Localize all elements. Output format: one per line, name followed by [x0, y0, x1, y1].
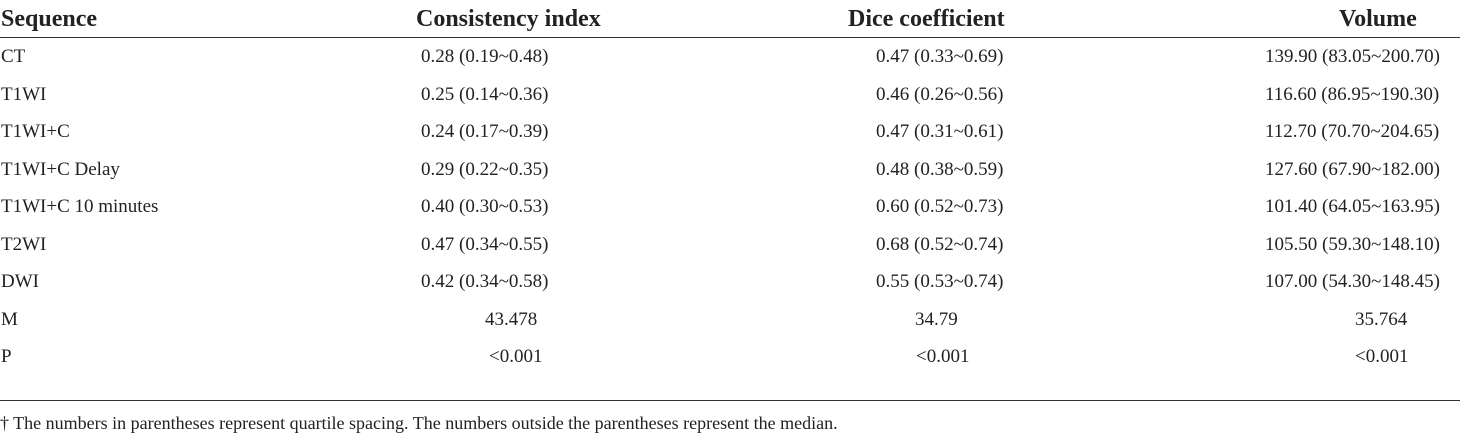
cell-sequence: T1WI+C Delay [1, 158, 120, 180]
table-row-p-value: P <0.001 <0.001 <0.001 [0, 338, 1460, 376]
cell-volume: 101.40 (64.05~163.95) [1265, 196, 1440, 218]
header-sequence: Sequence [0, 0, 300, 38]
cell-consistency: 0.40 (0.30~0.53) [421, 196, 549, 218]
cell-volume: 112.70 (70.70~204.65) [1265, 121, 1440, 143]
cell-dice: 0.48 (0.38~0.59) [876, 158, 1004, 180]
cell-volume: 105.50 (59.30~148.10) [1265, 233, 1440, 255]
cell-volume: 127.60 (67.90~182.00) [1265, 158, 1440, 180]
cell-dice: 0.68 (0.52~0.74) [876, 233, 1004, 255]
cell-dice: 0.55 (0.53~0.74) [876, 271, 1004, 293]
header-consistency-index: Consistency index [300, 0, 700, 38]
cell-dice: 0.46 (0.26~0.56) [876, 83, 1004, 105]
table-row: T1WI 0.25 (0.14~0.36) 0.46 (0.26~0.56) 1… [0, 76, 1460, 114]
cell-volume: 35.764 [1355, 308, 1408, 330]
cell-sequence: T1WI [1, 83, 47, 105]
cell-sequence: M [1, 308, 18, 330]
cell-dice: 0.47 (0.31~0.61) [876, 121, 1004, 143]
cell-consistency: 0.25 (0.14~0.36) [421, 83, 549, 105]
table-footnote: † The numbers in parentheses represent q… [0, 413, 838, 433]
table-row: CT 0.28 (0.19~0.48) 0.47 (0.33~0.69) 139… [0, 38, 1460, 76]
table-bottom-rule [0, 400, 1460, 401]
table-row: T1WI+C 10 minutes 0.40 (0.30~0.53) 0.60 … [0, 188, 1460, 226]
cell-dice: 34.79 [915, 308, 958, 330]
cell-volume: 139.90 (83.05~200.70) [1265, 46, 1440, 68]
table-row: T1WI+C 0.24 (0.17~0.39) 0.47 (0.31~0.61)… [0, 113, 1460, 151]
cell-consistency: 0.28 (0.19~0.48) [421, 46, 549, 68]
cell-sequence: CT [1, 46, 26, 68]
cell-sequence: DWI [1, 271, 39, 293]
table-row: T2WI 0.47 (0.34~0.55) 0.68 (0.52~0.74) 1… [0, 226, 1460, 264]
cell-sequence: T1WI+C [1, 121, 70, 143]
header-row: Sequence Consistency index Dice coeffici… [0, 0, 1460, 38]
results-table: Sequence Consistency index Dice coeffici… [0, 0, 1460, 376]
header-dice-coefficient: Dice coefficient [700, 0, 1090, 38]
table-header: Sequence Consistency index Dice coeffici… [0, 0, 1460, 38]
cell-consistency: 0.42 (0.34~0.58) [421, 271, 549, 293]
cell-dice: 0.47 (0.33~0.69) [876, 46, 1004, 68]
cell-sequence: T1WI+C 10 minutes [1, 196, 159, 218]
cell-consistency: <0.001 [489, 346, 543, 368]
cell-sequence: T2WI [1, 233, 47, 255]
cell-volume: 116.60 (86.95~190.30) [1265, 83, 1440, 105]
cell-consistency: 0.24 (0.17~0.39) [421, 121, 549, 143]
cell-dice: 0.60 (0.52~0.73) [876, 196, 1004, 218]
table-row-statistic: M 43.478 34.79 35.764 [0, 301, 1460, 339]
table-body: CT 0.28 (0.19~0.48) 0.47 (0.33~0.69) 139… [0, 38, 1460, 376]
cell-consistency: 43.478 [485, 308, 538, 330]
cell-dice: <0.001 [916, 346, 970, 368]
cell-consistency: 0.47 (0.34~0.55) [421, 233, 549, 255]
cell-volume: 107.00 (54.30~148.45) [1265, 271, 1440, 293]
header-volume: Volume [1090, 0, 1460, 38]
table-row: T1WI+C Delay 0.29 (0.22~0.35) 0.48 (0.38… [0, 151, 1460, 189]
cell-consistency: 0.29 (0.22~0.35) [421, 158, 549, 180]
cell-volume: <0.001 [1355, 346, 1409, 368]
table-row: DWI 0.42 (0.34~0.58) 0.55 (0.53~0.74) 10… [0, 263, 1460, 301]
cell-sequence: P [1, 346, 12, 368]
